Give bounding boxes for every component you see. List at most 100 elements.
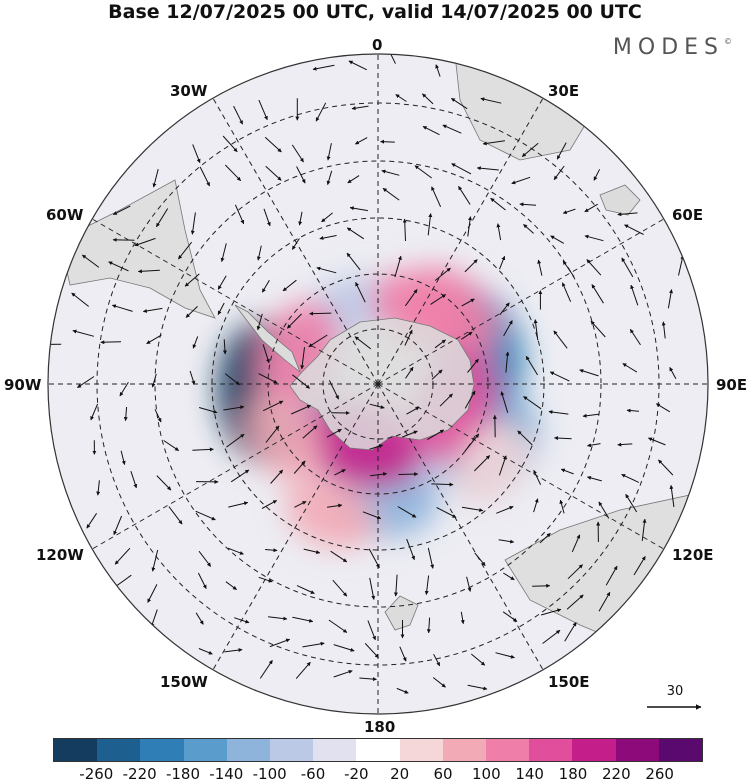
- wind-arrow: [198, 648, 213, 655]
- colorbar-swatch: [442, 739, 487, 761]
- wind-arrow: [354, 336, 372, 350]
- wind-arrow: [553, 165, 565, 181]
- wind-arrow: [648, 437, 666, 446]
- wind-arrow: [198, 550, 212, 567]
- wind-arrow: [90, 403, 99, 421]
- wind-arrow: [369, 444, 384, 450]
- wind-arrow: [112, 205, 131, 216]
- colorbar-swatch: [658, 739, 703, 761]
- wind-arrow: [261, 280, 270, 293]
- lon-label-150w: 150W: [160, 673, 208, 691]
- wind-arrow: [262, 400, 284, 412]
- wind-arrow: [655, 403, 671, 413]
- wind-arrow: [564, 622, 577, 642]
- wind-arrow: [490, 197, 506, 211]
- colorbar-tick-label: -60: [300, 765, 326, 783]
- wind-arrow: [498, 455, 507, 476]
- wind-arrow: [362, 511, 382, 520]
- wind-arrow: [532, 583, 551, 588]
- wind-arrow: [398, 472, 419, 477]
- wind-arrow: [537, 259, 543, 276]
- lon-label-90e: 90E: [716, 376, 748, 394]
- colorbar-swatch: [356, 739, 400, 761]
- wind-arrow: [431, 186, 442, 208]
- meridian-line: [377, 97, 544, 385]
- colorbar-swatch: [270, 739, 314, 761]
- wind-arrow: [432, 677, 446, 688]
- lon-label-60w: 60W: [46, 206, 84, 224]
- wind-arrow: [474, 552, 486, 567]
- wind-arrow: [114, 547, 131, 565]
- wind-arrow: [328, 380, 340, 400]
- wind-arrow: [367, 620, 376, 641]
- wind-arrow: [540, 608, 562, 616]
- wind-arrow: [152, 168, 159, 188]
- wind-arrow: [517, 430, 533, 446]
- wind-arrow: [269, 638, 291, 648]
- wind-arrow: [185, 306, 198, 318]
- wind-arrow: [321, 212, 333, 223]
- wind-arrow: [405, 366, 414, 379]
- wind-arrow: [404, 329, 413, 346]
- wind-arrow: [293, 460, 306, 474]
- wind-arrow: [402, 218, 407, 242]
- wind-arrow: [630, 284, 639, 306]
- wind-arrow: [96, 480, 101, 496]
- wind-arrow: [395, 94, 407, 102]
- wind-arrow: [137, 269, 160, 274]
- wind-arrow: [130, 471, 138, 489]
- wind-arrow: [427, 429, 445, 441]
- wind-arrow: [451, 163, 472, 175]
- wind-arrow: [217, 275, 227, 290]
- wind-arrow: [584, 203, 598, 213]
- positive-anomaly: [455, 422, 529, 505]
- wind-arrow: [436, 507, 457, 518]
- lon-label-60e: 60E: [672, 206, 704, 224]
- colorbar-tick-label: 220: [602, 765, 631, 783]
- wind-arrow: [168, 506, 183, 525]
- lon-label-120w: 120W: [36, 546, 84, 564]
- wind-arrow: [667, 289, 673, 309]
- wind-arrow: [195, 612, 204, 625]
- wind-arrow: [625, 493, 638, 513]
- colorbar-swatch: [183, 739, 227, 761]
- wind-arrow: [359, 677, 377, 682]
- reference-vector: 30: [647, 685, 702, 710]
- wind-arrow: [346, 252, 361, 271]
- wind-arrow: [222, 339, 227, 355]
- wind-arrow: [566, 594, 584, 610]
- wind-arrow: [464, 433, 480, 452]
- wind-arrow: [396, 687, 409, 694]
- wind-arrow: [622, 363, 638, 373]
- wind-arrow: [571, 534, 581, 553]
- wind-arrow: [333, 644, 355, 652]
- lon-label-90w: 90W: [4, 376, 42, 394]
- wind-arrow: [464, 259, 478, 273]
- wind-arrow: [192, 447, 214, 452]
- wind-arrow: [461, 331, 473, 340]
- wind-arrow: [347, 175, 360, 184]
- lon-label-30e: 30E: [548, 82, 580, 100]
- wind-arrow: [511, 176, 531, 185]
- wind-arrow: [533, 319, 539, 341]
- wind-arrow: [263, 208, 271, 227]
- wind-arrow: [464, 390, 476, 409]
- colorbar-swatch: [399, 739, 443, 761]
- wind-arrow: [397, 506, 417, 518]
- wind-arrow: [256, 313, 263, 331]
- wind-arrow: [330, 550, 348, 563]
- wind-arrow: [225, 581, 237, 591]
- colorbar: [53, 738, 703, 762]
- wind-arrow: [234, 204, 245, 225]
- wind-arrow: [234, 617, 250, 624]
- polar-stereographic-map: [47, 53, 709, 715]
- wind-arrow: [473, 455, 491, 472]
- wind-arrow: [319, 235, 337, 240]
- wind-arrow: [370, 472, 388, 477]
- wind-arrow: [434, 339, 446, 349]
- wind-arrow: [113, 515, 123, 536]
- wind-arrow: [222, 135, 238, 153]
- wind-arrow: [286, 313, 302, 329]
- positive-anomaly: [285, 480, 376, 549]
- wind-arrow: [348, 60, 368, 71]
